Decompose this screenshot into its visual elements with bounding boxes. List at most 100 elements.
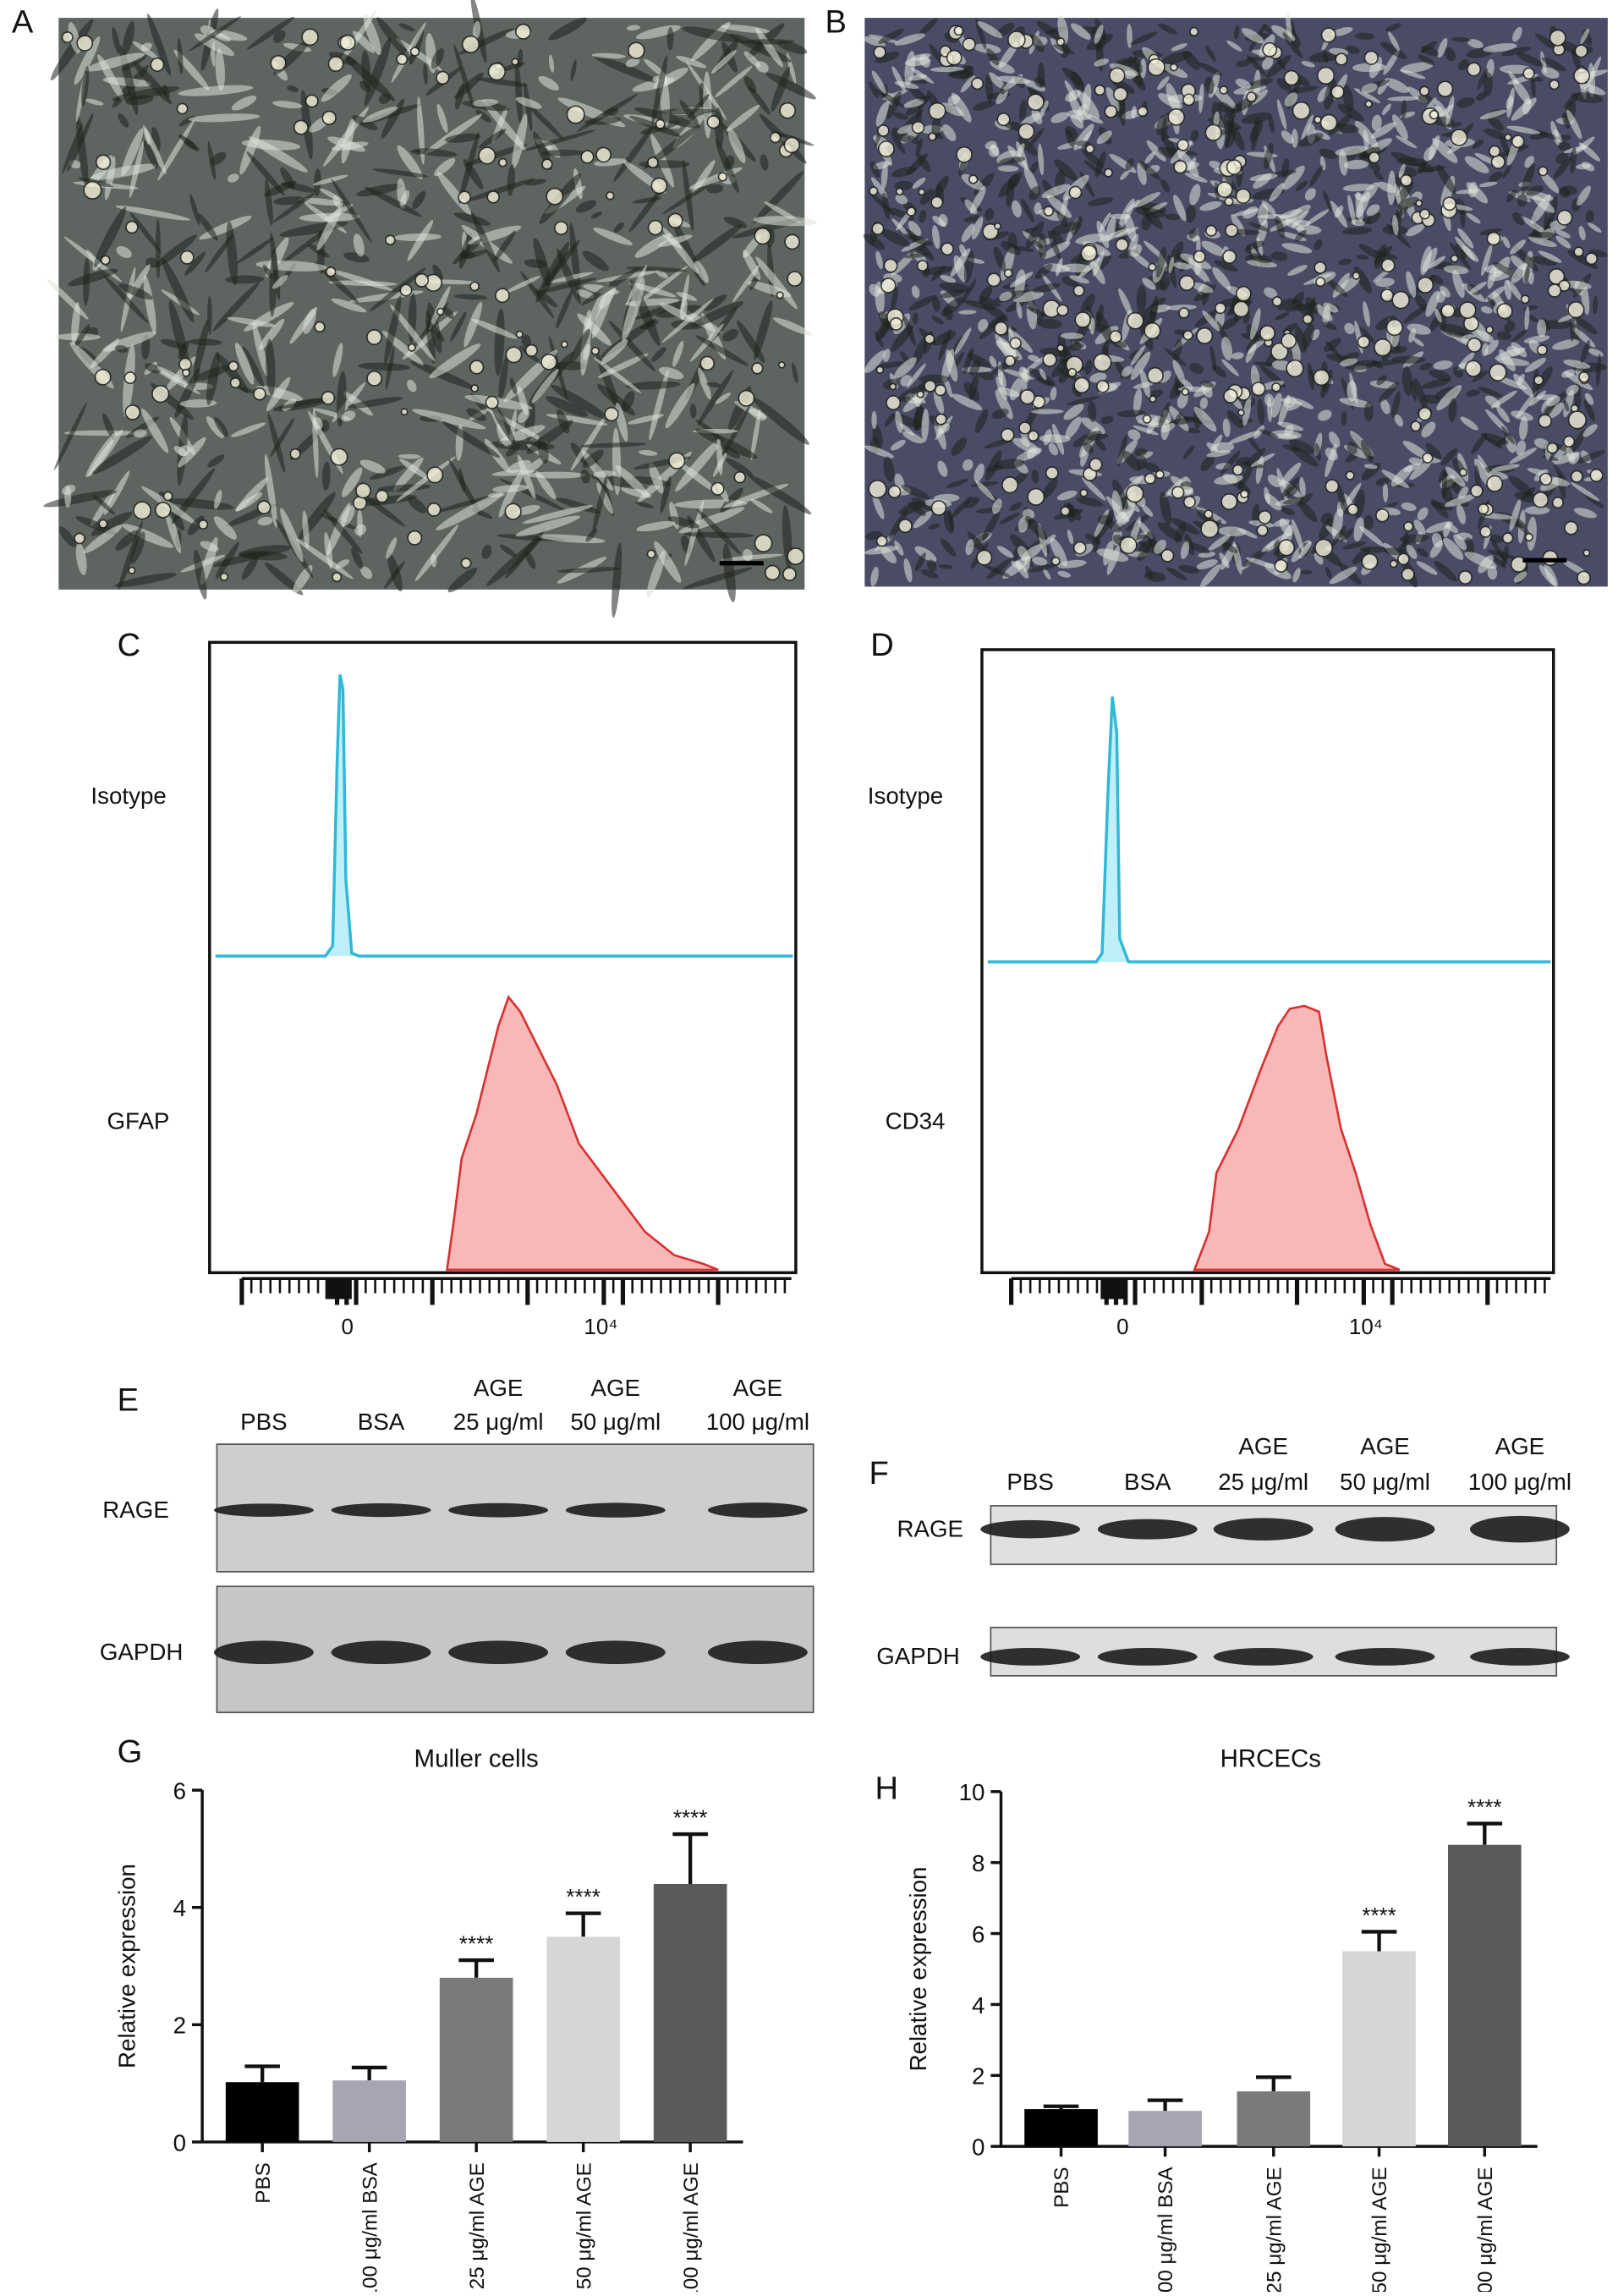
cell-body [1389,559,1398,569]
cell [1222,474,1238,484]
cell [662,175,722,215]
cell-body [1585,252,1599,266]
x-tick-label: 100 μg/ml BSA [359,2161,381,2292]
cell [1510,239,1526,255]
cell [878,311,893,331]
cell [114,573,177,587]
cell-body [1017,123,1035,140]
isotype-histogram [987,696,1551,964]
cell [188,113,261,123]
cell [1060,332,1084,339]
cell [915,138,923,157]
cell [625,381,681,390]
cell [407,219,434,261]
cell [194,319,209,377]
cell-body [304,94,319,108]
cell [904,233,934,246]
x-tick-label: 100 μg/ml AGE [1474,2167,1497,2292]
cell [1190,129,1199,142]
cell [556,361,587,371]
lane-label: AGE [474,1375,524,1401]
cell-body [916,260,929,272]
cell [76,114,89,190]
cell-body [1089,458,1103,472]
cell [215,48,225,91]
cell [771,66,791,112]
cell-body [1547,283,1562,298]
cell-body [1570,470,1583,483]
cell [340,505,355,527]
cell [242,346,264,387]
cell [272,101,303,109]
cell-body [1003,268,1013,278]
cell-body [873,45,886,59]
cell [189,16,241,52]
cell-body [738,389,755,407]
cell [1524,265,1530,284]
cell [688,93,710,118]
cell [64,485,72,508]
cell [83,257,90,306]
cell-body [953,25,964,36]
cell [471,318,518,339]
cell [1043,569,1051,580]
cell [1524,305,1530,331]
cell [579,442,647,448]
cell [1480,306,1493,314]
cell [1342,84,1354,113]
cell [1204,76,1215,95]
cell [683,567,753,590]
bar [546,1936,620,2142]
cell [1400,69,1426,80]
cell-body [83,180,102,200]
cell-body [733,470,747,484]
cell [986,558,1012,579]
cell [1095,311,1113,344]
cell [522,505,593,524]
cell [1200,455,1215,471]
cell [1299,502,1318,523]
cell [1047,230,1061,260]
cell-body [469,360,485,375]
x-tick-label: 100 μg/ml AGE [680,2162,703,2292]
cell [399,459,431,481]
cell-body [133,501,152,520]
x-tick-label: 25 μg/ml AGE [1263,2167,1286,2292]
cell [1512,80,1532,105]
cell [1081,417,1105,435]
y-tick-label: 0 [972,2134,985,2161]
cell-body [1450,129,1468,146]
cell [213,490,222,509]
cell-body [151,384,170,404]
cell [541,149,585,157]
cell [1103,339,1110,356]
cell [615,464,650,497]
cell-body [777,360,786,369]
cell [1122,450,1141,472]
cell [753,171,804,223]
cell [1242,397,1251,426]
cell-body [1144,321,1161,340]
cell-body [1283,69,1300,86]
cell [1200,381,1215,388]
cell [1050,537,1067,567]
cell [1457,228,1474,249]
cell-body [1490,154,1506,170]
cell [1441,470,1448,499]
cell [1533,195,1555,213]
cell-body [1170,63,1178,72]
cell [678,462,717,492]
cell [1418,54,1435,66]
band [1213,1518,1314,1541]
row-label: GAPDH [100,1639,184,1665]
cell [505,276,540,294]
cell [1505,435,1517,453]
cell [1265,55,1292,79]
cell [590,211,603,219]
cell [514,62,523,124]
bar [1237,2091,1311,2147]
cell-body [1345,470,1355,481]
cell-body [256,500,271,515]
cell [752,397,809,445]
cell [230,422,266,437]
